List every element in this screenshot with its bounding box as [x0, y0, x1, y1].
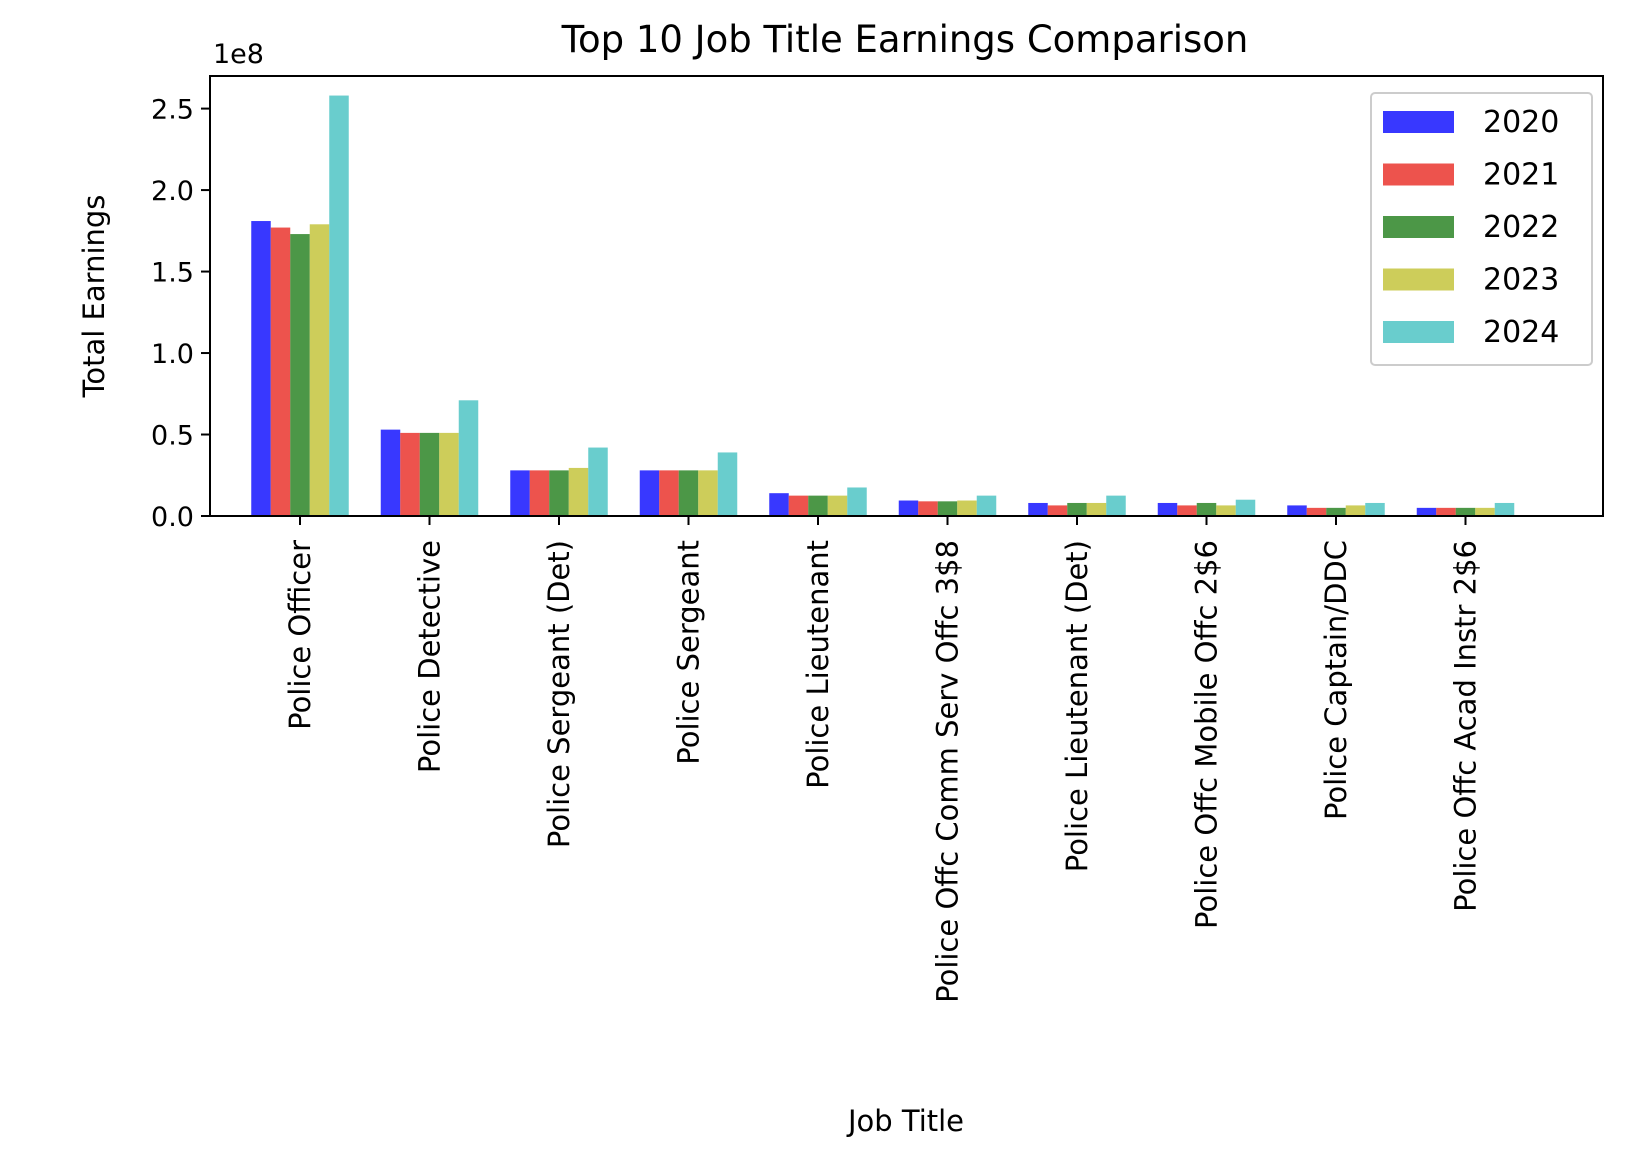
bar-2023-6: [1086, 502, 1107, 516]
x-tick-label-8: Police Captain/DDC: [1319, 540, 1353, 820]
bar-2023-8: [1345, 505, 1366, 516]
x-axis-label: Job Title: [846, 1104, 964, 1138]
bar-2020-2: [510, 470, 530, 516]
bar-2021-7: [1177, 505, 1197, 516]
bar-2021-0: [270, 227, 291, 517]
bar-2024-2: [588, 447, 608, 516]
bar-2020-7: [1157, 502, 1178, 516]
legend-label-2023: 2023: [1483, 263, 1559, 298]
x-tick-label-1: Police Detective: [413, 540, 447, 773]
y-axis-label: Total Earnings: [77, 195, 111, 399]
bar-2021-3: [659, 470, 679, 516]
x-tick-label-9: Police Offc Acad Instr 2$6: [1449, 540, 1483, 912]
y-tick-label-1: 0.5: [151, 421, 194, 452]
y-tick-label-5: 2.5: [151, 95, 194, 126]
bar-2024-4: [847, 487, 867, 516]
bar-2021-6: [1047, 505, 1068, 516]
bar-2023-0: [309, 224, 330, 516]
bar-2024-6: [1106, 495, 1126, 516]
bar-2022-5: [937, 501, 958, 516]
bar-2024-7: [1235, 499, 1256, 516]
bar-2020-0: [251, 221, 271, 516]
bar-2023-1: [439, 432, 459, 516]
bar-2024-9: [1494, 502, 1515, 516]
legend-label-2021: 2021: [1483, 158, 1559, 193]
bar-2024-5: [976, 495, 997, 516]
bar-2024-0: [329, 95, 349, 517]
legend-swatch-2023: [1383, 268, 1454, 291]
chart-title: Top 10 Job Title Earnings Comparison: [561, 18, 1249, 61]
y-axis-offset-label: 1e8: [213, 39, 264, 70]
bars-layer: [251, 95, 1515, 517]
x-tick-label-2: Police Sergeant (Det): [542, 540, 576, 848]
bar-2020-3: [639, 470, 660, 516]
bar-2021-8: [1306, 507, 1327, 516]
y-tick-label-3: 1.5: [151, 258, 194, 289]
bar-2023-4: [827, 495, 848, 516]
bar-2023-2: [568, 467, 589, 516]
bar-2021-4: [788, 495, 809, 516]
x-tick-label-3: Police Sergeant: [672, 540, 706, 765]
legend-swatch-2022: [1383, 216, 1454, 238]
bar-2023-9: [1475, 507, 1495, 516]
plot-frame: [209, 75, 1604, 517]
x-tick-label-6: Police Lieutenant (Det): [1060, 540, 1094, 872]
bar-2020-6: [1028, 502, 1048, 516]
bar-2022-6: [1067, 502, 1087, 516]
bar-2021-5: [918, 501, 938, 516]
bar-2022-8: [1326, 507, 1346, 516]
legend-swatch-2021: [1383, 163, 1454, 186]
bar-2022-4: [808, 495, 828, 516]
bar-2022-3: [678, 470, 699, 516]
legend: 2020 2021 2022 2023 2024: [1370, 92, 1593, 366]
bar-2022-2: [549, 470, 569, 516]
bar-2020-9: [1416, 507, 1437, 516]
bar-2021-9: [1436, 507, 1456, 516]
bar-2024-8: [1365, 502, 1385, 516]
y-tick-label-0: 0.0: [151, 502, 194, 533]
legend-swatch-2024: [1383, 321, 1454, 343]
bar-2023-7: [1216, 505, 1236, 516]
x-tick-label-4: Police Lieutenant: [801, 540, 835, 789]
y-tick-label-4: 2.0: [151, 176, 194, 207]
bar-2022-7: [1196, 502, 1217, 516]
bar-2021-1: [400, 432, 420, 516]
legend-label-2020: 2020: [1483, 105, 1559, 140]
bar-2020-5: [898, 500, 919, 516]
legend-label-2022: 2022: [1483, 210, 1559, 245]
bar-2024-1: [458, 400, 479, 516]
bar-2021-2: [529, 470, 550, 516]
bar-2023-5: [957, 500, 977, 516]
x-tick-label-0: Police Officer: [283, 540, 317, 730]
bar-2024-3: [717, 452, 738, 516]
bar-2022-0: [290, 234, 310, 516]
bar-2022-9: [1455, 507, 1476, 516]
bar-2022-1: [419, 432, 440, 516]
bar-2023-3: [698, 470, 718, 516]
x-tick-label-7: Police Offc Mobile Offc 2$6: [1190, 540, 1224, 929]
y-tick-label-2: 1.0: [151, 339, 194, 370]
x-axis: Police Officer Police Detective Police Ser…: [283, 516, 1483, 1003]
y-axis: 0.0 0.5 1.0 1.5 2.0 2.5: [151, 95, 210, 533]
x-tick-label-5: Police Offc Comm Serv Offc 3$8: [931, 540, 965, 1003]
bar-2020-8: [1287, 505, 1307, 516]
bar-2020-1: [380, 429, 401, 516]
legend-swatch-2020: [1383, 111, 1454, 133]
legend-label-2024: 2024: [1483, 315, 1559, 350]
legend-box: [1370, 92, 1593, 366]
bar-2020-4: [769, 493, 789, 516]
